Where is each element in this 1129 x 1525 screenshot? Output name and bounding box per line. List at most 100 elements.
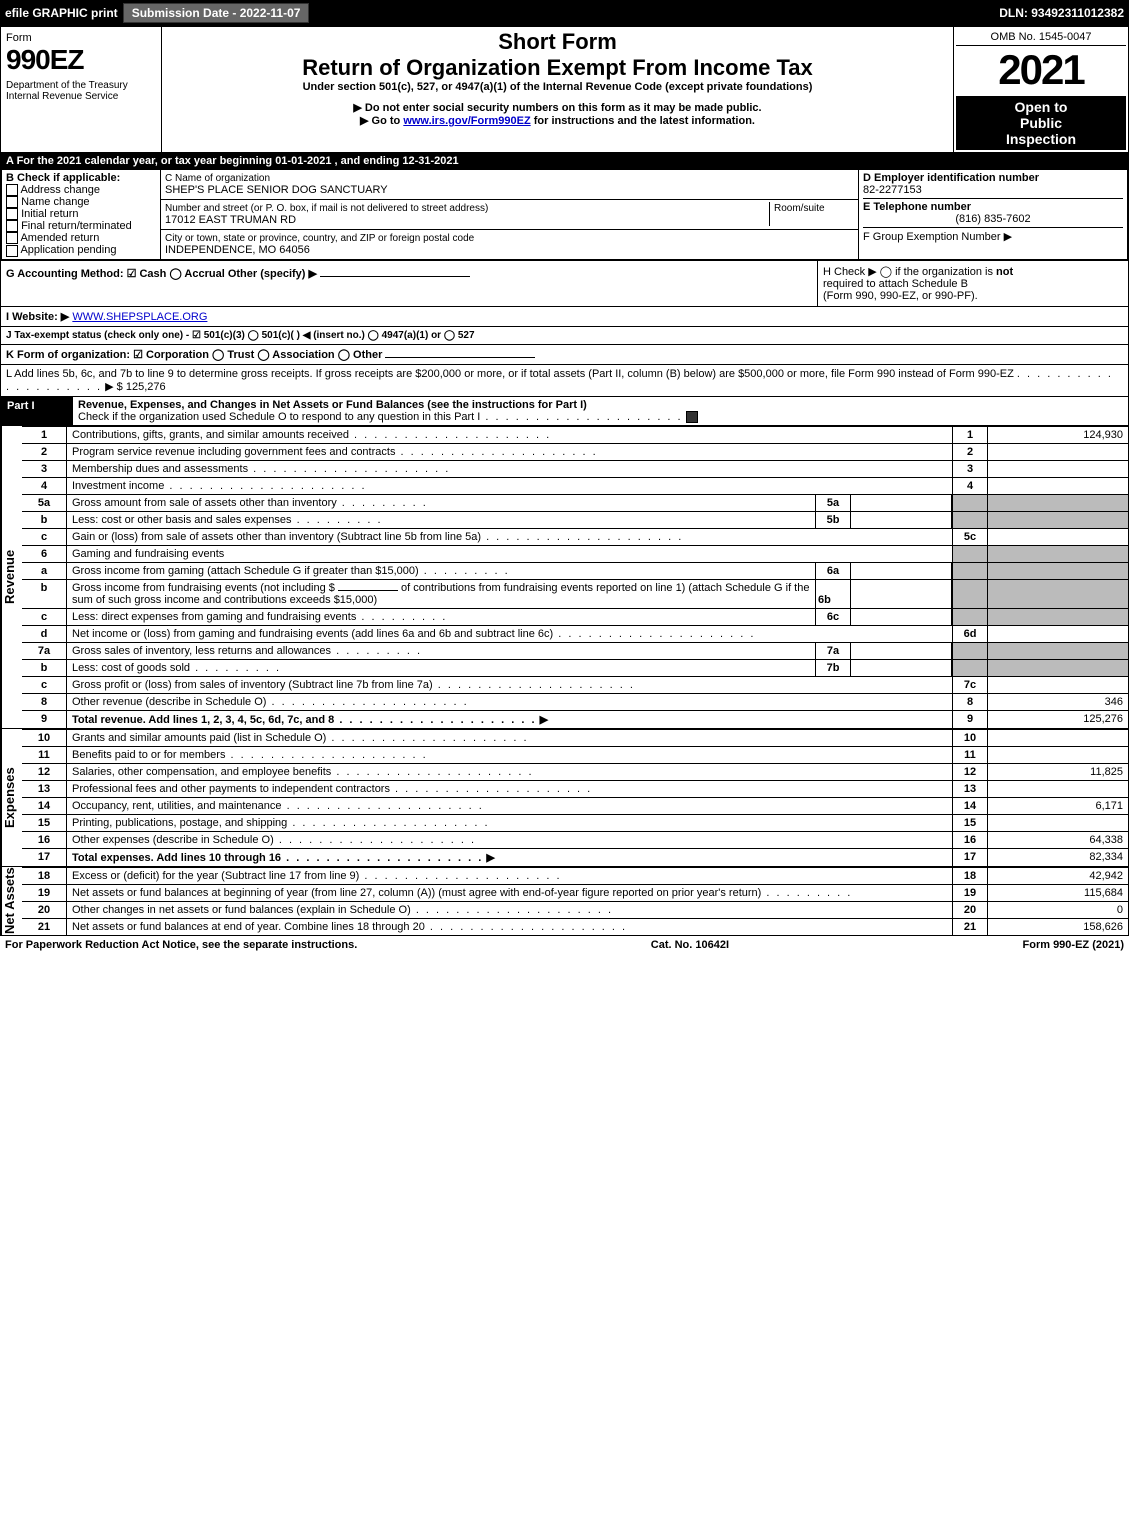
box-c-label: C Name of organization (165, 173, 270, 184)
amt-l12: 11,825 (988, 764, 1128, 780)
line-l5a: 5a Gross amount from sale of assets othe… (22, 494, 1128, 511)
amt-l16: 64,338 (988, 832, 1128, 848)
line-l20: 20 Other changes in net assets or fund b… (22, 901, 1128, 918)
line-l5b: b Less: cost or other basis and sales ex… (22, 511, 1128, 528)
line-k: K Form of organization: ☑ Corporation ◯ … (6, 349, 382, 361)
form-header: Form 990EZ Department of the Treasury In… (1, 27, 1128, 153)
note-goto-post: for instructions and the latest informat… (531, 115, 755, 127)
entity-info-table: B Check if applicable: Address change Na… (1, 169, 1128, 260)
chk-address-change[interactable] (6, 184, 18, 196)
amt-l18: 42,942 (988, 868, 1128, 884)
form-number: 990EZ (6, 44, 156, 76)
short-form-title: Short Form (167, 29, 948, 55)
box-b-label: B Check if applicable: (6, 172, 120, 184)
line-l14: 14 Occupancy, rent, utilities, and maint… (22, 797, 1128, 814)
amt-l20: 0 (988, 902, 1128, 918)
line-l16: 16 Other expenses (describe in Schedule … (22, 831, 1128, 848)
part1-sub: Check if the organization used Schedule … (78, 411, 480, 423)
opt-app-pending: Application pending (20, 244, 116, 256)
irs-label: Internal Revenue Service (6, 91, 156, 102)
line-l19: 19 Net assets or fund balances at beginn… (22, 884, 1128, 901)
line-h-not: not (996, 266, 1013, 278)
line-l11: 11 Benefits paid to or for members 11 (22, 746, 1128, 763)
line-l7a: 7a Gross sales of inventory, less return… (22, 642, 1128, 659)
opt-amended: Amended return (20, 232, 99, 244)
chk-initial-return[interactable] (6, 208, 18, 220)
irs-link[interactable]: www.irs.gov/Form990EZ (403, 115, 530, 127)
chk-amended[interactable] (6, 232, 18, 244)
dept-treasury: Department of the Treasury (6, 80, 156, 91)
org-name: SHEP'S PLACE SENIOR DOG SANCTUARY (165, 184, 388, 196)
line-l7c: c Gross profit or (loss) from sales of i… (22, 676, 1128, 693)
part1-label: Part I (1, 397, 73, 425)
line-h-pre: H Check ▶ ◯ if the organization is (823, 266, 996, 278)
street-label: Number and street (or P. O. box, if mail… (165, 203, 488, 214)
footer-mid: Cat. No. 10642I (651, 939, 729, 951)
omb-number: OMB No. 1545-0047 (956, 29, 1126, 46)
line-l21: 21 Net assets or fund balances at end of… (22, 918, 1128, 935)
efile-label: efile GRAPHIC print (5, 6, 118, 20)
line-l-val: 125,276 (126, 381, 166, 393)
line-a: A For the 2021 calendar year, or tax yea… (1, 153, 1128, 169)
ein: 82-2277153 (863, 184, 922, 196)
line-l-text: L Add lines 5b, 6c, and 7b to line 9 to … (6, 368, 1014, 380)
chk-app-pending[interactable] (6, 245, 18, 257)
line-l2: 2 Program service revenue including gove… (22, 443, 1128, 460)
page-footer: For Paperwork Reduction Act Notice, see … (0, 936, 1129, 954)
box-e-label: E Telephone number (863, 201, 971, 213)
note-ssn: ▶ Do not enter social security numbers o… (167, 101, 948, 114)
chk-schedule-o[interactable] (686, 411, 698, 423)
chk-final-return[interactable] (6, 220, 18, 232)
telephone: (816) 835-7602 (863, 213, 1123, 225)
amt-l2 (988, 444, 1128, 460)
netassets-section: Net Assets 18 Excess or (deficit) for th… (1, 866, 1128, 935)
line-h-post1: required to attach Schedule B (823, 278, 968, 290)
tax-year: 2021 (956, 46, 1126, 94)
submission-date: Submission Date - 2022-11-07 (123, 3, 310, 23)
inspection-box: Open to Public Inspection (956, 96, 1126, 150)
amt-l6d (988, 626, 1128, 642)
line-h-post2: (Form 990, 990-EZ, or 990-PF). (823, 290, 978, 302)
line-l18: 18 Excess or (deficit) for the year (Sub… (22, 867, 1128, 884)
line-l7b: b Less: cost of goods sold 7b (22, 659, 1128, 676)
form-word: Form (6, 32, 156, 44)
inspect-line2: Public (956, 115, 1126, 131)
amt-l5c (988, 529, 1128, 545)
part1-title: Revenue, Expenses, and Changes in Net As… (78, 399, 587, 411)
amt-l14: 6,171 (988, 798, 1128, 814)
line-l1: 1 Contributions, gifts, grants, and simi… (22, 426, 1128, 443)
footer-left: For Paperwork Reduction Act Notice, see … (5, 939, 357, 951)
line-i-pre: I Website: ▶ (6, 311, 69, 323)
city-label: City or town, state or province, country… (165, 233, 474, 244)
opt-name-change: Name change (21, 196, 90, 208)
form-frame: Form 990EZ Department of the Treasury In… (0, 26, 1129, 936)
street: 17012 EAST TRUMAN RD (165, 214, 296, 226)
line-l5c: c Gain or (loss) from sale of assets oth… (22, 528, 1128, 545)
inspect-line1: Open to (956, 99, 1126, 115)
city: INDEPENDENCE, MO 64056 (165, 244, 310, 256)
website-link[interactable]: WWW.SHEPSPLACE.ORG (72, 311, 207, 323)
amt-l11 (988, 747, 1128, 763)
line-l17: 17 Total expenses. Add lines 10 through … (22, 848, 1128, 866)
box-f-label: F Group Exemption Number ▶ (863, 231, 1012, 243)
footer-right-bold: 990-EZ (1053, 939, 1089, 951)
line-l9: 9 Total revenue. Add lines 1, 2, 3, 4, 5… (22, 710, 1128, 728)
box-d-label: D Employer identification number (863, 172, 1039, 184)
footer-right-pre: Form (1023, 939, 1054, 951)
chk-name-change[interactable] (6, 196, 18, 208)
line-j: J Tax-exempt status (check only one) - ☑… (6, 330, 475, 341)
top-bar: efile GRAPHIC print Submission Date - 20… (0, 0, 1129, 26)
line-l15: 15 Printing, publications, postage, and … (22, 814, 1128, 831)
line-l4: 4 Investment income 4 (22, 477, 1128, 494)
line-l12: 12 Salaries, other compensation, and emp… (22, 763, 1128, 780)
part1-header: Part I Revenue, Expenses, and Changes in… (1, 396, 1128, 425)
amt-l4 (988, 478, 1128, 494)
dln: DLN: 93492311012382 (999, 6, 1124, 20)
note-goto: ▶ Go to www.irs.gov/Form990EZ for instru… (167, 114, 948, 127)
amt-l8: 346 (988, 694, 1128, 710)
inspect-line3: Inspection (956, 131, 1126, 147)
opt-address-change: Address change (20, 184, 100, 196)
room-label: Room/suite (774, 203, 825, 214)
amt-l17: 82,334 (988, 849, 1128, 866)
opt-initial-return: Initial return (21, 208, 78, 220)
